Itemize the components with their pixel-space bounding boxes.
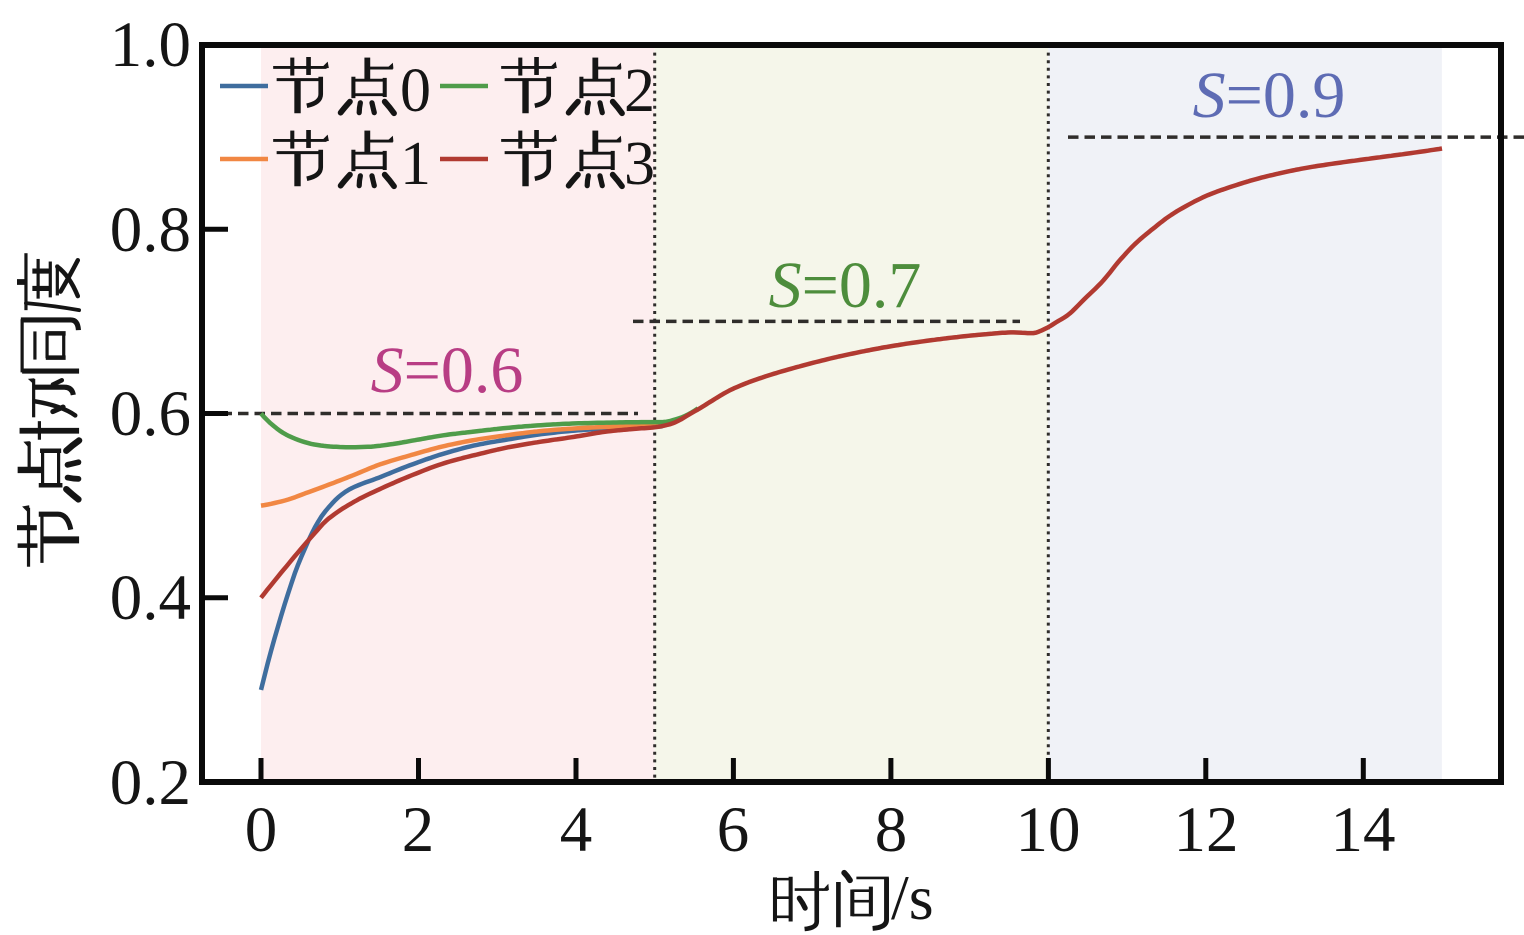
svg-text:1: 1 (400, 130, 431, 198)
svg-text:0.4: 0.4 (110, 562, 191, 634)
svg-text:2: 2 (624, 57, 655, 125)
svg-text:S=0.9: S=0.9 (1193, 59, 1346, 132)
svg-text:0: 0 (245, 794, 278, 866)
svg-text:0: 0 (400, 57, 431, 125)
svg-text:14: 14 (1331, 794, 1396, 866)
svg-text:6: 6 (717, 794, 750, 866)
svg-text:0.2: 0.2 (110, 747, 191, 819)
svg-text:S=0.7: S=0.7 (769, 249, 922, 322)
svg-text:12: 12 (1174, 794, 1239, 866)
svg-text:8: 8 (875, 794, 908, 866)
svg-text:1.0: 1.0 (110, 9, 191, 81)
svg-text:S=0.6: S=0.6 (371, 334, 524, 407)
svg-text:0.6: 0.6 (110, 378, 191, 450)
svg-text:/s: /s (891, 862, 934, 933)
svg-text:2: 2 (402, 794, 435, 866)
svg-text:10: 10 (1016, 794, 1081, 866)
svg-text:3: 3 (624, 130, 655, 198)
svg-text:0.8: 0.8 (110, 194, 191, 266)
svg-text:4: 4 (560, 794, 593, 866)
